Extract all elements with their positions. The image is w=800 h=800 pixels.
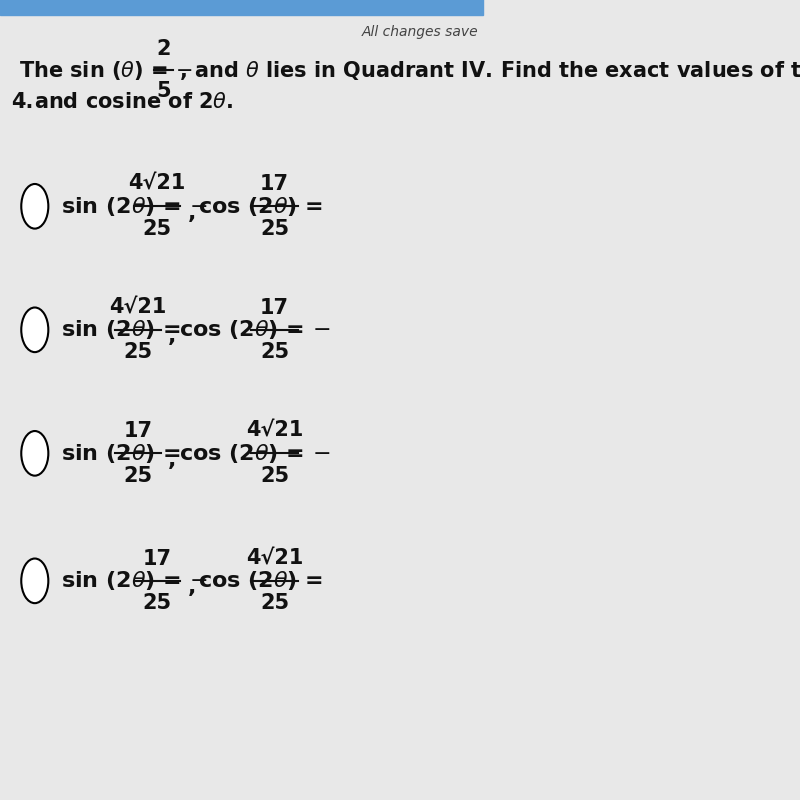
Text: ,: , (187, 202, 196, 222)
Text: cos (2$\theta$) =: cos (2$\theta$) = (198, 194, 323, 218)
Bar (0, 0, 483, 15)
Text: 25: 25 (123, 466, 152, 486)
Text: ,: , (168, 326, 177, 346)
Text: sin (2$\theta$) =: sin (2$\theta$) = (62, 442, 182, 465)
Text: 25: 25 (142, 218, 172, 238)
Text: cos (2$\theta$) = $-$: cos (2$\theta$) = $-$ (179, 318, 330, 342)
Text: 2: 2 (156, 39, 170, 59)
Text: sin (2$\theta$) = $-$: sin (2$\theta$) = $-$ (62, 194, 208, 218)
Text: cos (2$\theta$) = $-$: cos (2$\theta$) = $-$ (179, 442, 330, 465)
Text: 4√21: 4√21 (246, 549, 303, 569)
Circle shape (22, 558, 48, 603)
Text: 25: 25 (260, 218, 289, 238)
Text: ,: , (168, 450, 177, 470)
Circle shape (22, 431, 48, 476)
Text: 4√21: 4√21 (109, 298, 166, 318)
Text: 17: 17 (260, 298, 289, 318)
Text: 25: 25 (260, 466, 289, 486)
Text: 17: 17 (260, 174, 289, 194)
Text: 4√21: 4√21 (128, 174, 186, 194)
Text: 5: 5 (156, 81, 170, 101)
Text: sin (2$\theta$) = $-$: sin (2$\theta$) = $-$ (62, 570, 208, 592)
Text: cos (2$\theta$) =: cos (2$\theta$) = (198, 570, 323, 592)
Text: sin (2$\theta$) =: sin (2$\theta$) = (62, 318, 182, 342)
Text: , and $\theta$ lies in Quadrant IV. Find the exact values of the sine: , and $\theta$ lies in Quadrant IV. Find… (179, 58, 800, 82)
Text: The sin ($\theta$) = $-$: The sin ($\theta$) = $-$ (19, 58, 193, 82)
Text: 25: 25 (142, 593, 172, 613)
Text: 4.: 4. (10, 92, 33, 112)
Text: 25: 25 (260, 342, 289, 362)
Circle shape (22, 307, 48, 352)
Text: 25: 25 (123, 342, 152, 362)
Text: 4√21: 4√21 (246, 421, 303, 441)
Text: ,: , (187, 578, 196, 598)
Text: All changes save: All changes save (362, 26, 478, 39)
Text: 25: 25 (260, 593, 289, 613)
Circle shape (22, 184, 48, 229)
Text: 17: 17 (123, 421, 152, 441)
Text: and cosine of 2$\theta$.: and cosine of 2$\theta$. (34, 92, 234, 112)
Text: 17: 17 (142, 549, 171, 569)
